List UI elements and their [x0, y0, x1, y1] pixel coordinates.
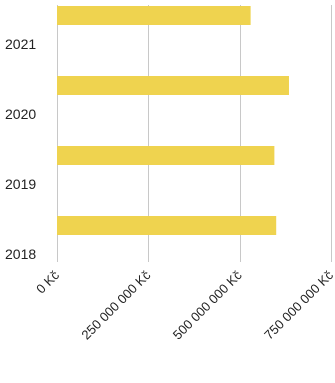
x-tick-label-2: 500 000 000 Kč — [170, 267, 245, 342]
bar-2020[interactable] — [57, 76, 289, 95]
category-label-2021: 2021 — [5, 36, 36, 52]
category-labels: 2021 2020 2019 2018 — [5, 36, 36, 262]
category-label-2018: 2018 — [5, 246, 36, 262]
category-label-2020: 2020 — [5, 106, 36, 122]
x-tick-label-3: 750 000 000 Kč — [261, 267, 335, 342]
bar-2018[interactable] — [57, 216, 277, 235]
bars — [57, 6, 289, 235]
x-tick-label-1: 250 000 000 Kč — [78, 267, 153, 342]
x-axis-tick-labels: 0 Kč 250 000 000 Kč 500 000 000 Kč 750 000 … — [33, 267, 335, 342]
bar-2021[interactable] — [57, 6, 251, 25]
bar-2019[interactable] — [57, 146, 275, 165]
x-tick-label-0: 0 Kč — [33, 267, 62, 296]
category-label-2019: 2019 — [5, 176, 36, 192]
